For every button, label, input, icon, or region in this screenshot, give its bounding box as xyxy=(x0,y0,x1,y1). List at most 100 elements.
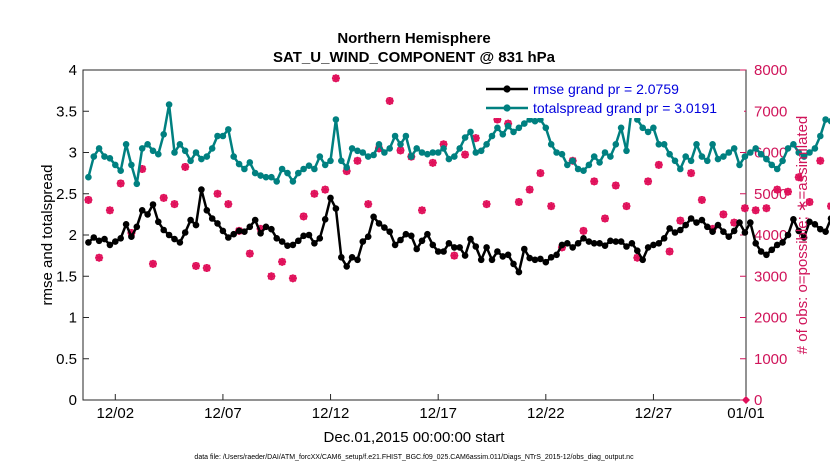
totalspread-point xyxy=(117,167,124,174)
rmse-point xyxy=(149,201,157,208)
rmse-point xyxy=(251,216,259,224)
y-tick-label-left: 3.5 xyxy=(56,103,77,120)
totalspread-point xyxy=(230,153,237,160)
totalspread-point xyxy=(434,149,442,156)
rmse-point xyxy=(117,235,124,242)
totalspread-point xyxy=(757,150,765,158)
obs-assimilated-point xyxy=(644,177,653,186)
totalspread-point xyxy=(241,165,248,173)
totalspread-point xyxy=(262,173,270,181)
totalspread-point xyxy=(773,165,781,173)
y-tick-label-right: 7000 xyxy=(754,103,787,120)
rmse-point xyxy=(95,237,103,245)
obs-assimilated-point xyxy=(794,173,803,182)
totalspread-point xyxy=(101,153,108,160)
y-tick-label-right: 4000 xyxy=(754,227,787,244)
rmse-point xyxy=(752,240,759,247)
totalspread-point xyxy=(451,153,458,160)
rmse-point xyxy=(219,227,227,235)
obs-assimilated-point xyxy=(310,189,319,198)
totalspread-point xyxy=(408,153,415,160)
y-tick-label-left: 2 xyxy=(69,227,77,244)
rmse-point xyxy=(569,244,576,251)
rmse-point xyxy=(730,227,738,235)
obs-assimilated-point xyxy=(213,189,222,198)
rmse-point xyxy=(698,216,706,224)
rmse-point xyxy=(138,207,146,214)
rmse-point xyxy=(112,238,119,245)
totalspread-point xyxy=(192,149,200,156)
rmse-point xyxy=(623,243,630,250)
obs-assimilated-point xyxy=(299,212,308,221)
rmse-point xyxy=(612,238,620,245)
totalspread-point xyxy=(521,120,528,127)
rmse-point xyxy=(381,224,388,231)
obs-assimilated-point xyxy=(256,224,265,233)
totalspread-point xyxy=(585,161,593,169)
y-tick-label-right: 3000 xyxy=(754,268,787,285)
obs-assimilated-point xyxy=(170,200,179,209)
rmse-point xyxy=(607,237,614,245)
rmse-point xyxy=(790,216,797,223)
rmse-point xyxy=(580,235,587,242)
totalspread-point xyxy=(181,147,189,155)
y-tick-label-left: 4 xyxy=(69,62,77,79)
x-tick-label: 12/02 xyxy=(97,405,135,422)
rmse-point xyxy=(122,221,130,228)
y-tick-label-left: 1 xyxy=(69,310,77,327)
totalspread-point xyxy=(176,141,184,148)
rmse-point xyxy=(208,215,216,222)
rmse-point xyxy=(440,248,447,255)
totalspread-point xyxy=(655,141,663,148)
rmse-point xyxy=(472,243,480,250)
rmse-point xyxy=(305,231,313,239)
totalspread-point xyxy=(332,116,340,123)
totalspread-point xyxy=(510,128,517,136)
totalspread-point xyxy=(289,178,297,185)
totalspread-point xyxy=(817,132,824,140)
legend-marker-totalspread xyxy=(503,104,511,112)
totalspread-point xyxy=(225,126,232,133)
totalspread-point xyxy=(208,145,216,152)
rmse-point xyxy=(655,240,663,247)
obs-assimilated-point xyxy=(105,206,114,215)
totalspread-point xyxy=(413,145,421,152)
obs-assimilated-point xyxy=(579,226,588,235)
rmse-point xyxy=(332,205,340,212)
rmse-point xyxy=(574,240,582,247)
rmse-point xyxy=(542,258,550,266)
totalspread-point xyxy=(795,149,802,156)
totalspread-point xyxy=(504,122,512,130)
rmse-point xyxy=(192,221,200,229)
rmse-point xyxy=(386,228,394,235)
totalspread-point xyxy=(811,145,819,152)
totalspread-point xyxy=(477,147,485,155)
rmse-point xyxy=(181,229,189,236)
obs-assimilated-point xyxy=(601,214,610,223)
rmse-point xyxy=(596,240,603,247)
rmse-point xyxy=(418,237,426,245)
obs-assimilated-point xyxy=(676,216,685,225)
rmse-point xyxy=(321,216,329,223)
obs-assimilated-point xyxy=(116,179,125,188)
rmse-point xyxy=(160,226,167,234)
rmse-point xyxy=(617,238,625,245)
rmse-point xyxy=(634,247,641,254)
totalspread-point xyxy=(273,178,281,185)
totalspread-point xyxy=(784,145,792,152)
y-tick-label-right: 8000 xyxy=(754,62,787,79)
totalspread-point xyxy=(418,149,426,156)
rmse-point xyxy=(590,240,598,247)
totalspread-point xyxy=(547,141,555,148)
rmse-point xyxy=(461,252,469,259)
obs-assimilated-point xyxy=(331,74,340,83)
rmse-point xyxy=(434,248,442,255)
rmse-point xyxy=(203,207,211,214)
obs-assimilated-point xyxy=(471,134,480,143)
rmse-point xyxy=(225,234,232,241)
totalspread-point xyxy=(165,101,173,108)
rmse-point xyxy=(171,235,178,243)
rmse-point xyxy=(650,241,657,249)
y-tick-label-left: 0.5 xyxy=(56,351,77,368)
